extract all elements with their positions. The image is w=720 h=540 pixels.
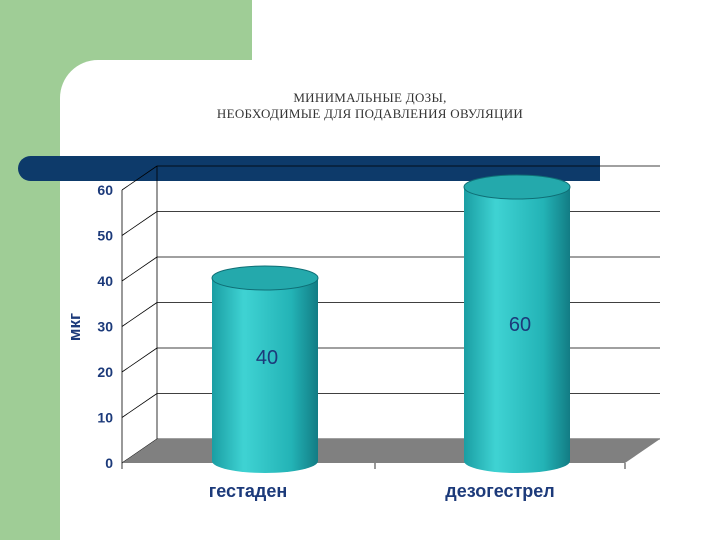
bar-body <box>464 187 570 473</box>
title-line-1: МИНИМАЛЬНЫЕ ДОЗЫ, <box>293 90 447 105</box>
y-tick-label: 40 <box>97 273 113 289</box>
category-label: гестаден <box>209 481 287 501</box>
chart-floor <box>122 439 660 463</box>
slide-title: МИНИМАЛЬНЫЕ ДОЗЫ, НЕОБХОДИМЫЕ ДЛЯ ПОДАВЛ… <box>150 90 590 122</box>
y-axis-label: мкг <box>65 313 84 341</box>
side-gridline <box>121 347 158 373</box>
data-label: 40 <box>256 347 278 369</box>
side-gridline <box>121 393 158 418</box>
side-gridline <box>121 211 158 236</box>
bar-body <box>212 278 318 473</box>
axes <box>121 165 660 469</box>
title-line-2: НЕОБХОДИМЫЕ ДЛЯ ПОДАВЛЕНИЯ ОВУЛЯЦИИ <box>216 106 524 121</box>
chart-text: 0 10 20 30 40 50 60 мкг 40 гестаден 60 дезогестрел <box>65 182 555 501</box>
y-tick-label: 0 <box>105 455 113 471</box>
data-label: 60 <box>509 314 531 336</box>
y-tick-label: 50 <box>97 228 113 244</box>
bar-дезогестрел <box>463 174 571 473</box>
y-tick-label: 10 <box>97 410 113 426</box>
bar-top <box>211 265 319 291</box>
y-tick-label: 60 <box>97 182 113 198</box>
y-tick-label: 20 <box>97 364 113 380</box>
category-label: дезогестрел <box>445 481 554 501</box>
bar-top <box>463 174 571 200</box>
y-tick-label: 30 <box>97 319 113 335</box>
bar-гестаден <box>211 265 319 473</box>
side-gridline <box>121 302 158 327</box>
side-gridline <box>121 165 158 191</box>
bars <box>211 174 571 473</box>
side-gridline <box>121 256 158 282</box>
